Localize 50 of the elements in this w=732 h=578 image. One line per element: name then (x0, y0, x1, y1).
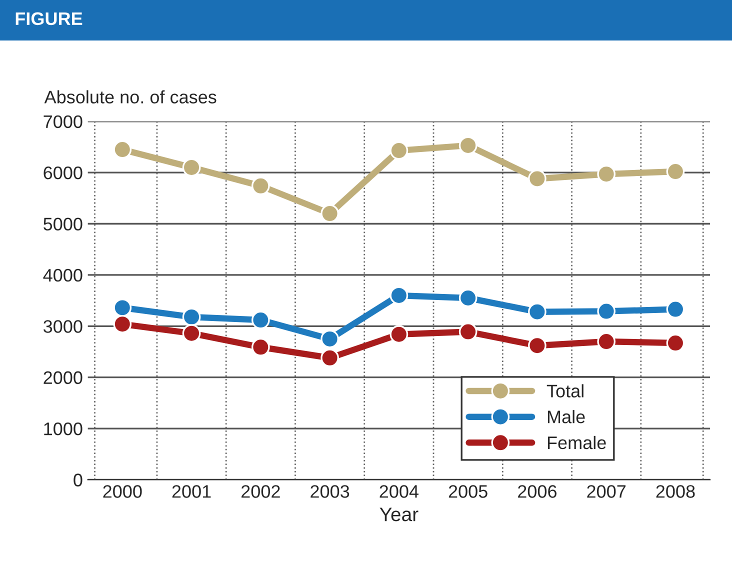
point (458, 136, 478, 155)
point (458, 288, 478, 308)
x-tick-label: 2003 (310, 485, 350, 498)
x-tick-label: 2001 (172, 485, 211, 498)
y-tick-label: 3000 (44, 320, 82, 333)
legend-label: Female (548, 436, 606, 450)
point (528, 170, 546, 188)
point (666, 334, 685, 352)
legend-label: Male (548, 410, 585, 424)
point (390, 141, 408, 160)
point (597, 302, 616, 320)
x-tick-label: 2002 (242, 485, 280, 498)
point (182, 158, 201, 177)
x-tick-label: 2006 (518, 485, 556, 498)
point (528, 302, 546, 321)
y-tick-label: 7000 (44, 115, 82, 128)
x-tick-label: 2004 (380, 485, 418, 498)
point (666, 162, 685, 181)
point (252, 176, 270, 196)
point (597, 332, 616, 351)
point (390, 286, 408, 305)
point (113, 298, 132, 317)
y-tick-label: 0 (74, 474, 82, 486)
x-axis-title: Year (380, 508, 418, 522)
point (390, 325, 408, 344)
point (458, 322, 478, 341)
point (113, 140, 132, 159)
y-axis-title: Absolute no. of cases (44, 90, 216, 104)
point (597, 164, 616, 184)
x-tick-label: 2005 (448, 485, 488, 498)
point (320, 330, 339, 348)
y-tick-label: 1000 (44, 422, 82, 436)
y-tick-label: 4000 (43, 268, 82, 282)
legend-label: Total (546, 384, 584, 398)
y-tick-label: 2000 (44, 371, 82, 384)
point (182, 308, 201, 326)
text: FIGURE (16, 12, 82, 26)
y-tick-label: 6000 (44, 166, 82, 180)
x-tick-label: 2008 (656, 485, 695, 498)
point (320, 348, 339, 368)
point (252, 338, 270, 356)
x-tick-label: 2007 (587, 485, 626, 498)
x-tick-label: 2000 (103, 485, 142, 498)
point (320, 204, 339, 223)
y-tick-label: 5000 (44, 218, 82, 230)
point (182, 324, 201, 342)
point (252, 310, 270, 330)
point (666, 300, 685, 318)
point (528, 336, 546, 355)
point (113, 314, 132, 334)
